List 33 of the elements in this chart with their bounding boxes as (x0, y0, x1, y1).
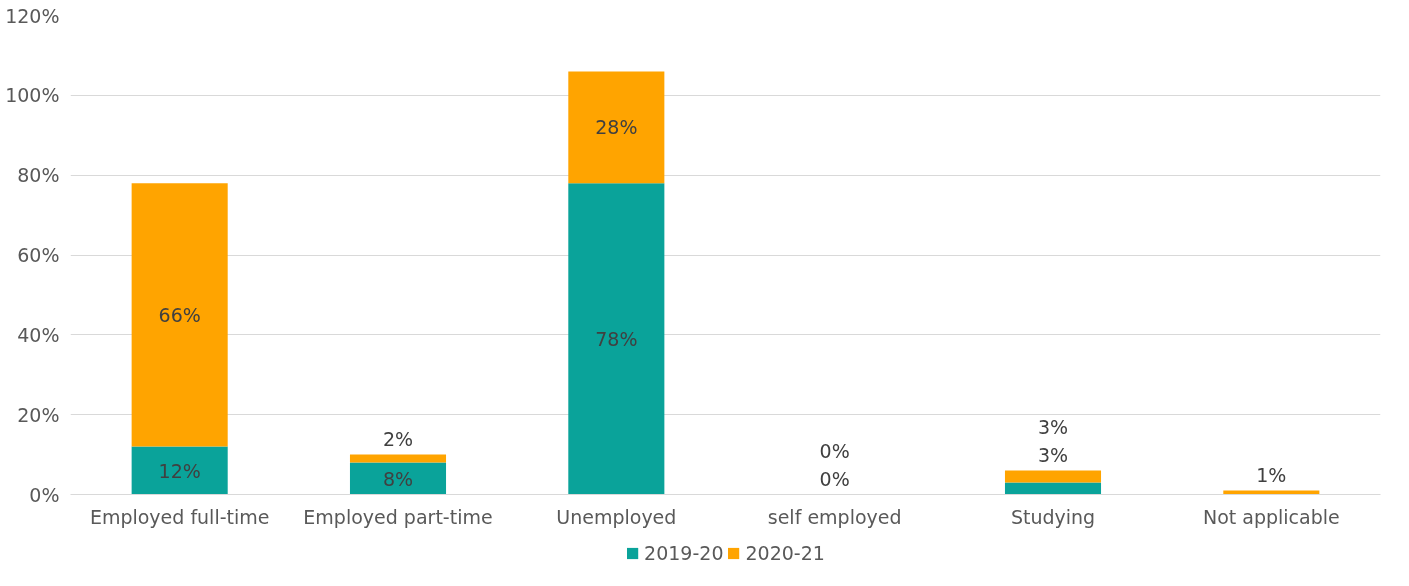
data-label: 78% (595, 327, 638, 350)
data-label: 1% (1256, 463, 1287, 486)
bar (1004, 482, 1102, 495)
y-tick-label: 20% (17, 403, 60, 426)
x-tick-label: Employed part-time (303, 505, 493, 528)
data-label: 3% (1037, 443, 1069, 466)
bar (131, 446, 228, 495)
bar (1004, 470, 1102, 483)
data-label: 8% (382, 467, 414, 490)
y-tick-label: 0% (29, 483, 60, 506)
data-label: 3% (1037, 415, 1069, 438)
y-tick-label: 120% (5, 4, 60, 27)
legend-label: 2020-21 (745, 541, 825, 564)
data-label: 66% (158, 303, 201, 326)
y-tick-label: 100% (5, 84, 60, 107)
x-tick-label: Not applicable (1202, 505, 1340, 528)
data-label: 0% (819, 467, 850, 490)
y-tick-label: 40% (17, 323, 60, 346)
legend-label: 2019-20 (644, 541, 724, 564)
data-label: 12% (158, 459, 201, 482)
bar (349, 454, 447, 463)
x-tick-label: Unemployed (556, 505, 677, 528)
data-label: 28% (595, 116, 638, 139)
x-tick-label: Studying (1010, 505, 1096, 528)
bar (568, 71, 665, 184)
x-tick-label: self employed (767, 505, 902, 528)
bar (131, 183, 228, 447)
data-label: 0% (819, 439, 850, 462)
y-tick-label: 80% (17, 164, 60, 187)
bar (568, 183, 665, 495)
x-tick-label: Employed full-time (89, 505, 270, 528)
y-tick-label: 60% (17, 244, 60, 266)
data-label: 2% (382, 427, 414, 450)
